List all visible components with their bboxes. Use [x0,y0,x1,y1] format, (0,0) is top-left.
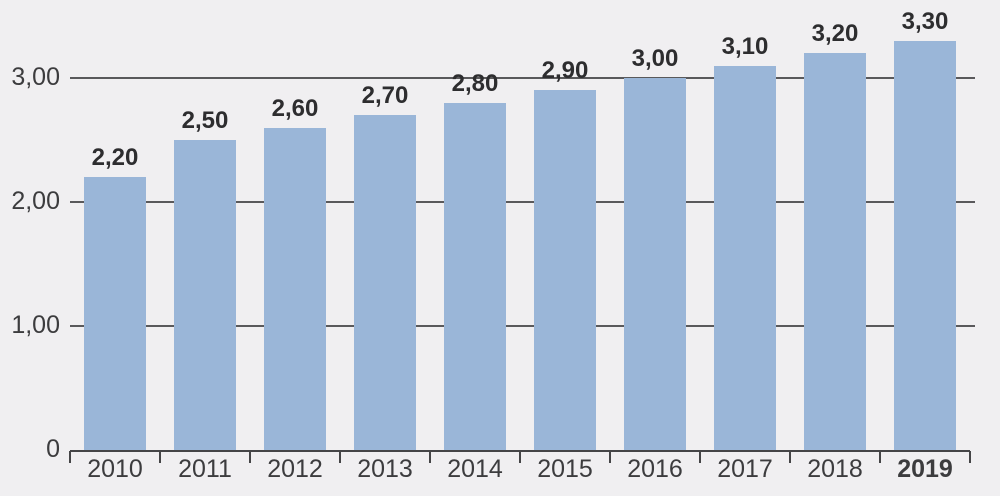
y-gridline [70,201,975,203]
bar-2016 [624,78,686,450]
bar-2011 [174,140,236,450]
x-axis-tick [69,451,71,463]
y-axis-tick-label: 2,00 [11,187,60,215]
y-axis-tick-label: 3,00 [11,63,60,91]
bar-2010 [84,177,146,450]
bar-2012 [264,127,326,450]
x-axis-category-label: 2016 [627,455,683,483]
bar-2018 [804,53,866,450]
bar-value-label: 3,10 [721,32,769,60]
bar-value-label: 2,80 [451,69,499,97]
x-axis-tick [789,451,791,463]
y-gridline [70,77,975,79]
x-axis-category-label: 2018 [807,455,863,483]
bar-2014 [444,102,506,450]
x-axis-category-label: 2014 [447,455,503,483]
y-axis-tick-label: 1,00 [11,311,60,339]
bar-2019 [894,40,956,450]
x-axis-tick [879,451,881,463]
x-axis-category-label: 2015 [537,455,593,483]
bar-2015 [534,90,596,450]
x-axis-category-label: 2017 [717,455,773,483]
x-axis-category-label: 2012 [267,455,323,483]
bar-2013 [354,115,416,450]
x-axis-tick [609,451,611,463]
y-gridline [70,325,975,327]
x-axis-tick [339,451,341,463]
x-axis-tick [429,451,431,463]
bar-value-label: 2,70 [361,82,409,110]
bar-2017 [714,65,776,450]
x-axis-category-label: 2011 [178,455,232,483]
x-axis-tick [249,451,251,463]
x-axis-tick [159,451,161,463]
x-axis-tick [699,451,701,463]
x-axis-tick [519,451,521,463]
bar-value-label: 2,20 [91,144,139,172]
x-axis-category-label: 2019 [897,455,953,483]
bar-value-label: 3,00 [631,45,679,72]
bar-value-label: 2,60 [271,94,319,122]
x-axis-category-label: 2010 [87,455,143,483]
y-axis-tick-label: 0 [46,435,60,463]
x-axis-tick [969,451,971,463]
bar-value-label: 2,90 [541,57,589,85]
bar-value-label: 2,50 [181,107,229,134]
bar-value-label: 3,20 [811,20,859,48]
x-axis-category-label: 2013 [357,455,413,483]
bar-value-label: 3,30 [901,7,949,35]
